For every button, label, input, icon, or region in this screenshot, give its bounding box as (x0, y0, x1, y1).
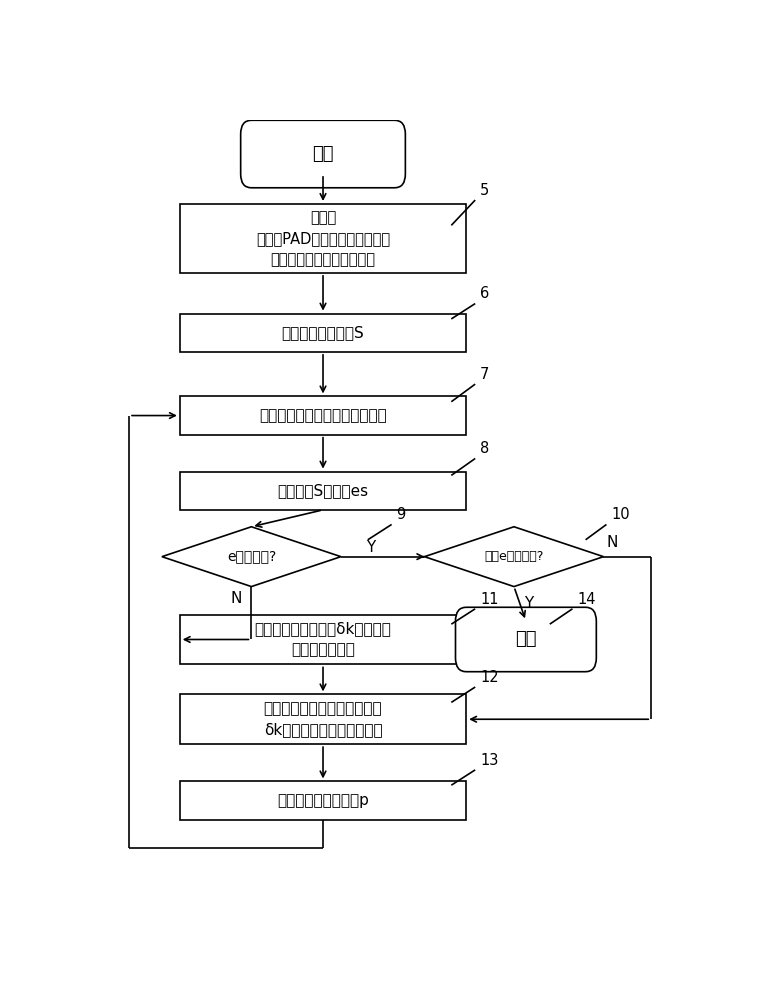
Text: Y: Y (524, 597, 534, 612)
Bar (180, 204, 467, 273)
Bar (180, 615, 467, 664)
Bar (180, 694, 467, 744)
Polygon shape (424, 527, 604, 587)
Text: 所有e满足要求?: 所有e满足要求? (484, 550, 544, 563)
Text: 初始化
（给出PAD值的训练样本集，对
阈值及各连接权值赋初值）: 初始化 （给出PAD值的训练样本集，对 阈值及各连接权值赋初值） (256, 210, 390, 267)
Text: 输入下一个训练样本p: 输入下一个训练样本p (277, 793, 369, 808)
Text: 11: 11 (480, 592, 498, 607)
Text: 13: 13 (480, 753, 498, 768)
Text: 反向传播，计算隐层各节点的
δk，并调节相应的连接权值: 反向传播，计算隐层各节点的 δk，并调节相应的连接权值 (263, 701, 383, 737)
Bar (180, 396, 467, 434)
Text: 开始: 开始 (313, 145, 333, 163)
Text: 计算输出层各节点的δk，并调节
相应的连接权值: 计算输出层各节点的δk，并调节 相应的连接权值 (255, 622, 391, 657)
Text: 5: 5 (480, 182, 489, 198)
Bar (180, 471, 467, 510)
FancyBboxPatch shape (241, 121, 405, 188)
Bar (180, 782, 467, 820)
Text: e满足要求?: e满足要求? (227, 550, 276, 564)
Text: 7: 7 (480, 367, 490, 381)
Text: 12: 12 (480, 669, 499, 684)
Text: 输入一个训练样本S: 输入一个训练样本S (282, 326, 364, 341)
Text: N: N (231, 591, 243, 606)
Text: Y: Y (366, 540, 376, 555)
Text: 结束: 结束 (515, 630, 537, 648)
Text: N: N (607, 536, 618, 551)
FancyBboxPatch shape (456, 608, 596, 671)
Text: 8: 8 (480, 441, 489, 456)
Text: 9: 9 (397, 507, 406, 522)
Text: 向前传播，计算各层节点的输出: 向前传播，计算各层节点的输出 (259, 408, 387, 423)
Text: 计算样本S的误差es: 计算样本S的误差es (277, 483, 369, 498)
Polygon shape (162, 527, 341, 587)
Text: 14: 14 (578, 592, 596, 607)
Text: 6: 6 (480, 286, 489, 301)
Bar (180, 314, 467, 352)
Text: 10: 10 (611, 507, 630, 522)
